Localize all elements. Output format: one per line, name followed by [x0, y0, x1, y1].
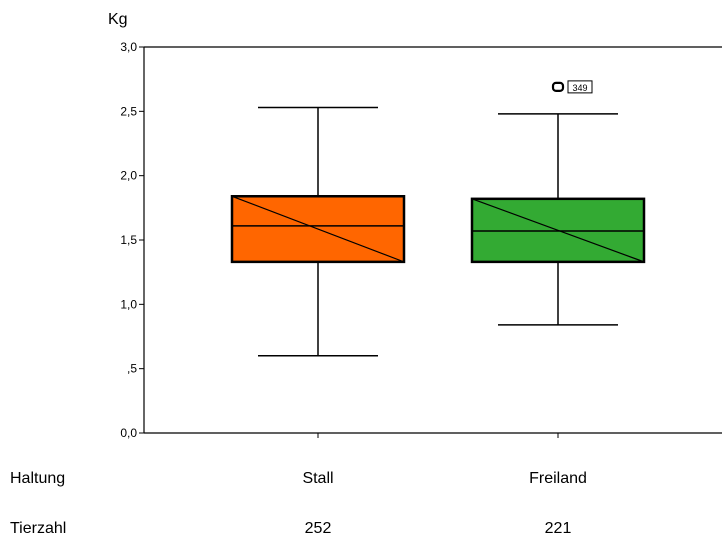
y-axis-label: Kg — [108, 11, 128, 28]
y-tick-label: 3,0 — [120, 40, 137, 54]
y-tick-label: ,5 — [127, 362, 137, 376]
row-label-tierzahl: Tierzahl — [10, 520, 67, 537]
outlier-label-box-freiland — [567, 80, 593, 94]
outlier-label-freiland: 349 — [572, 83, 587, 93]
box-diagonal-stall — [231, 195, 405, 263]
tierzahl-value-freiland: 221 — [544, 520, 572, 537]
y-tick-label: 0,0 — [120, 426, 137, 440]
y-tick-label: 1,0 — [120, 297, 137, 311]
haltung-value-freiland: Freiland — [529, 470, 587, 487]
y-tick-label: 2,5 — [120, 104, 137, 118]
outlier-marker-freiland — [551, 81, 565, 92]
y-tick-label: 1,5 — [120, 233, 137, 247]
tierzahl-value-stall: 252 — [304, 520, 332, 537]
haltung-value-stall: Stall — [302, 470, 334, 487]
y-tick-label: 2,0 — [120, 169, 137, 183]
row-label-haltung: Haltung — [10, 470, 66, 487]
